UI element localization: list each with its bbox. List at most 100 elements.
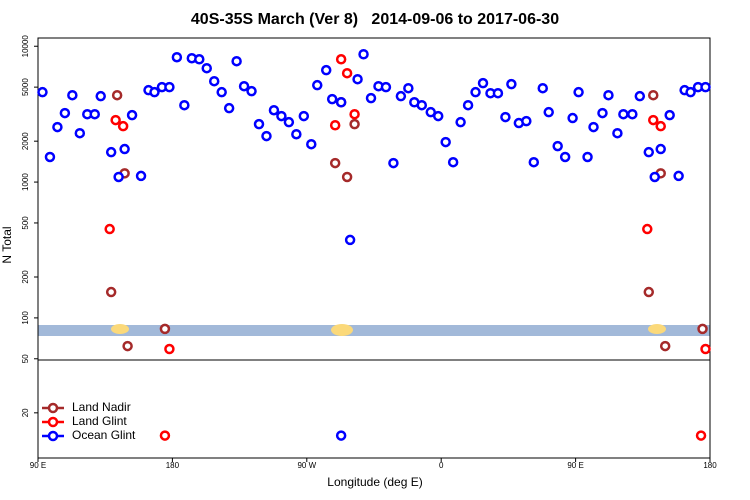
point bbox=[447, 156, 459, 168]
y-tick-label: 200 bbox=[21, 270, 30, 284]
x-tick-label: 90 E bbox=[567, 461, 583, 470]
point bbox=[122, 340, 133, 352]
y-tick-label: 100 bbox=[21, 311, 30, 325]
point bbox=[105, 146, 117, 158]
y-tick-label: 500 bbox=[21, 216, 30, 230]
point bbox=[344, 234, 356, 246]
point bbox=[388, 157, 399, 169]
point bbox=[365, 92, 377, 104]
y-tick-label: 10000 bbox=[21, 35, 30, 58]
point bbox=[164, 343, 175, 355]
point bbox=[603, 89, 614, 101]
point bbox=[432, 110, 444, 122]
point bbox=[89, 108, 100, 120]
point bbox=[298, 110, 310, 122]
legend-label: Ocean Glint bbox=[72, 428, 136, 442]
legend-label: Land Glint bbox=[72, 414, 127, 428]
point bbox=[349, 118, 360, 130]
point bbox=[395, 90, 407, 102]
point bbox=[149, 86, 160, 98]
point bbox=[74, 127, 86, 139]
point bbox=[253, 118, 265, 130]
point bbox=[126, 109, 138, 121]
legend-marker bbox=[47, 416, 59, 428]
point bbox=[246, 85, 257, 97]
point bbox=[521, 115, 532, 127]
point bbox=[597, 107, 608, 119]
x-tick-label: 180 bbox=[703, 461, 717, 470]
point bbox=[238, 80, 250, 92]
point bbox=[673, 170, 684, 182]
point bbox=[111, 89, 123, 101]
point bbox=[113, 171, 124, 183]
point bbox=[159, 430, 171, 441]
y-tick-label: 50 bbox=[21, 354, 30, 363]
y-tick-label: 5000 bbox=[21, 78, 30, 96]
point bbox=[567, 112, 578, 124]
point bbox=[335, 54, 347, 65]
x-tick-label: 0 bbox=[439, 461, 444, 470]
point bbox=[648, 89, 659, 101]
point bbox=[573, 86, 584, 98]
point bbox=[477, 77, 489, 89]
point bbox=[700, 81, 711, 93]
plot-frame bbox=[37, 37, 711, 459]
point bbox=[643, 146, 655, 158]
point bbox=[341, 67, 353, 79]
point bbox=[179, 99, 190, 111]
point bbox=[506, 78, 517, 90]
point bbox=[642, 223, 653, 235]
point bbox=[216, 86, 227, 98]
point bbox=[559, 151, 571, 163]
point bbox=[462, 99, 474, 111]
point bbox=[320, 64, 332, 76]
point bbox=[582, 151, 593, 163]
point bbox=[349, 108, 360, 120]
point bbox=[352, 73, 363, 85]
point bbox=[135, 170, 147, 182]
point bbox=[164, 81, 175, 93]
chart-title: 40S-35S March (Ver 8) 2014-09-06 to 2017… bbox=[191, 11, 559, 28]
point bbox=[470, 86, 481, 98]
point bbox=[117, 120, 129, 132]
point bbox=[655, 120, 666, 132]
point bbox=[659, 340, 671, 352]
point bbox=[312, 79, 323, 91]
point bbox=[105, 286, 117, 298]
point bbox=[95, 90, 106, 102]
point bbox=[67, 89, 78, 101]
point bbox=[329, 120, 341, 131]
point bbox=[335, 430, 347, 441]
y-tick-label: 2000 bbox=[21, 132, 30, 150]
point bbox=[500, 111, 511, 123]
point bbox=[119, 143, 130, 155]
point bbox=[492, 87, 504, 99]
point bbox=[223, 102, 235, 114]
point bbox=[59, 107, 71, 119]
map-strip bbox=[38, 325, 710, 336]
point bbox=[403, 82, 414, 94]
point bbox=[276, 110, 287, 122]
point bbox=[618, 108, 629, 120]
legend-marker bbox=[47, 430, 59, 442]
point bbox=[306, 138, 317, 150]
point bbox=[416, 99, 428, 111]
y-axis-label: N Total bbox=[0, 226, 14, 263]
point bbox=[44, 151, 56, 163]
point bbox=[627, 108, 638, 120]
point bbox=[643, 286, 655, 298]
point bbox=[37, 86, 48, 98]
point bbox=[201, 62, 212, 74]
point bbox=[655, 143, 666, 155]
point bbox=[329, 157, 341, 169]
point bbox=[341, 171, 353, 183]
y-tick-label: 20 bbox=[21, 408, 30, 417]
point bbox=[649, 171, 660, 183]
point bbox=[208, 75, 220, 87]
point bbox=[700, 343, 711, 355]
point bbox=[194, 54, 205, 65]
point bbox=[268, 104, 280, 116]
point bbox=[695, 430, 707, 441]
x-tick-label: 90 W bbox=[297, 461, 316, 470]
point bbox=[455, 116, 466, 128]
